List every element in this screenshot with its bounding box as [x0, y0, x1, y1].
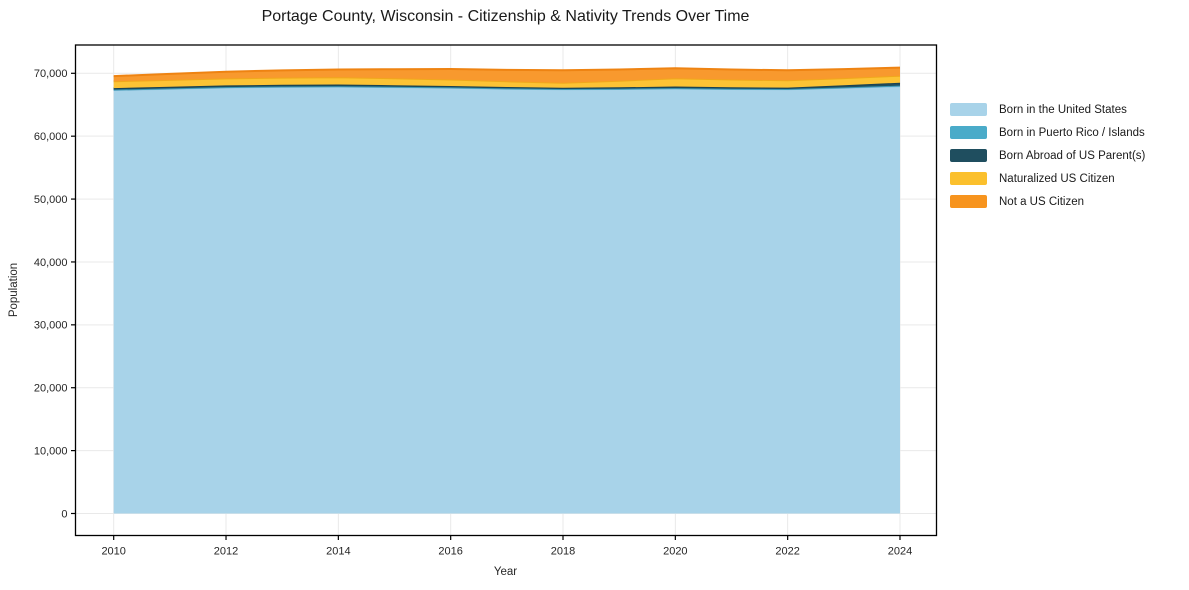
legend-swatch-naturalized-icon [950, 172, 987, 185]
x-tick-label-2012: 2012 [214, 546, 238, 558]
y-tick-label-70000: 70,000 [34, 68, 68, 80]
area-band-not-citizen [113, 67, 900, 83]
area-edge-not-citizen [113, 66, 901, 78]
legend-label-naturalized: Naturalized US Citizen [999, 172, 1115, 185]
legend-swatch-born-abroad-icon [950, 149, 987, 162]
y-tick-label-30000: 30,000 [34, 320, 68, 332]
y-tick-label-60000: 60,000 [34, 131, 68, 143]
legend-item-born-abroad: Born Abroad of US Parent(s) [950, 149, 1145, 162]
legend-item-not-citizen: Not a US Citizen [950, 195, 1145, 208]
legend-label-born-abroad: Born Abroad of US Parent(s) [999, 149, 1146, 162]
x-tick-label-2020: 2020 [663, 546, 687, 558]
legend-item-born-pr-islands: Born in Puerto Rico / Islands [950, 126, 1145, 139]
legend-label-not-citizen: Not a US Citizen [999, 195, 1085, 208]
legend-label-born-pr-islands: Born in Puerto Rico / Islands [999, 126, 1145, 139]
x-tick-label-2024: 2024 [888, 546, 912, 558]
x-tick-label-2010: 2010 [101, 546, 125, 558]
legend-swatch-not-citizen-icon [950, 195, 987, 208]
x-tick-label-2014: 2014 [326, 546, 350, 558]
legend: Born in the United States Born in Puerto… [950, 103, 1145, 208]
axes-spines [74, 44, 938, 537]
area-band-born-us [113, 86, 900, 514]
legend-item-naturalized: Naturalized US Citizen [950, 172, 1145, 185]
y-axis-label: Population [8, 262, 20, 318]
y-tick-label-20000: 20,000 [34, 383, 68, 395]
legend-label-born-us: Born in the United States [999, 103, 1127, 116]
legend-swatch-born-pr-islands-icon [950, 126, 987, 139]
x-tick-label-2022: 2022 [775, 546, 799, 558]
x-axis-label: Year [493, 566, 518, 578]
legend-item-born-us: Born in the United States [950, 103, 1145, 116]
y-tick-label-50000: 50,000 [34, 194, 68, 206]
y-tick-label-0: 0 [61, 508, 67, 520]
y-tick-label-10000: 10,000 [34, 445, 68, 457]
x-tick-label-2016: 2016 [438, 546, 462, 558]
chart-title: Portage County, Wisconsin - Citizenship … [261, 8, 750, 25]
legend-swatch-born-us-icon [950, 103, 987, 116]
y-tick-label-40000: 40,000 [34, 257, 68, 269]
x-tick-label-2018: 2018 [551, 546, 575, 558]
